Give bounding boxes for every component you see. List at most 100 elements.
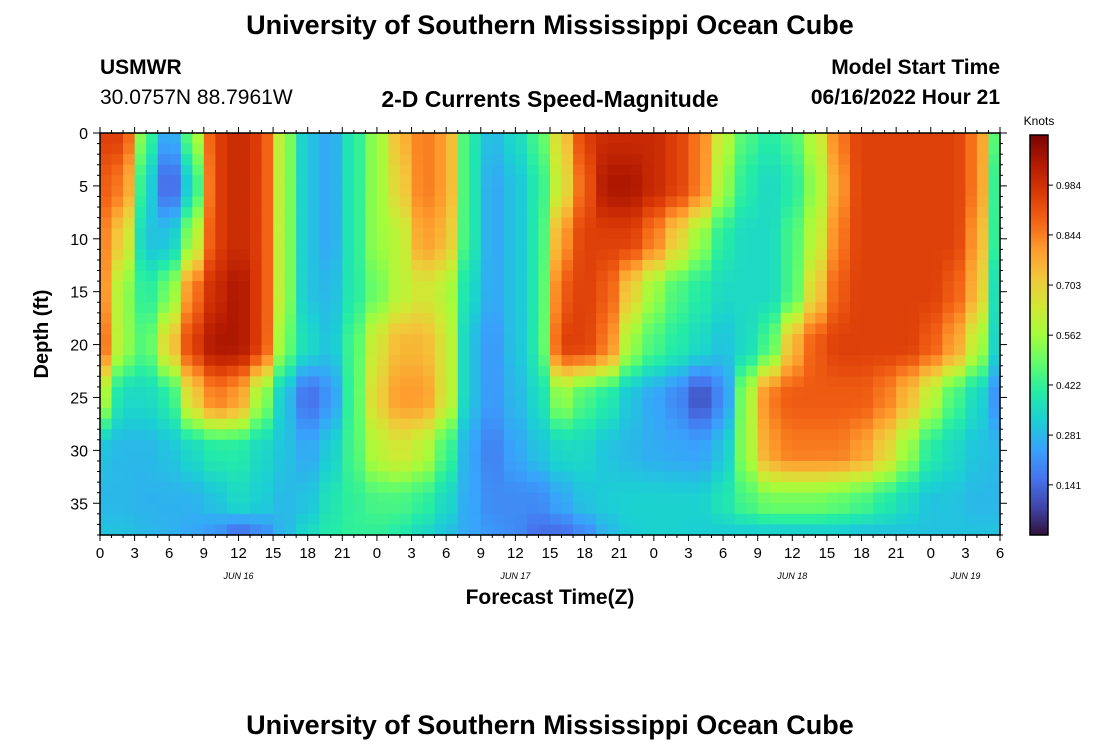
heatmap-cell [780, 238, 793, 250]
heatmap-cell [873, 513, 886, 526]
heatmap-cell [457, 291, 470, 303]
heatmap-cell [792, 249, 805, 261]
heatmap-cell [469, 450, 482, 462]
heatmap-cell [400, 323, 413, 335]
heatmap-cell [353, 228, 366, 240]
heatmap-cell [492, 281, 505, 293]
heatmap-cell [273, 154, 286, 166]
heatmap-cell [388, 217, 401, 229]
heatmap-cell [319, 365, 332, 377]
heatmap-cell [838, 355, 851, 367]
heatmap-cell [203, 386, 216, 399]
heatmap-cell [884, 154, 897, 166]
heatmap-cell [365, 376, 378, 388]
heatmap-cell [665, 270, 678, 282]
heatmap-cell [169, 323, 182, 335]
heatmap-cell [492, 323, 505, 335]
heatmap-cell [780, 386, 793, 399]
heatmap-cell [769, 154, 782, 166]
heatmap-cell [550, 154, 563, 166]
heatmap-cell [100, 302, 113, 314]
heatmap-cell [353, 133, 366, 145]
heatmap-cell [411, 376, 424, 388]
heatmap-cell [723, 471, 736, 483]
heatmap-cell [896, 482, 909, 494]
heatmap-cell [284, 175, 297, 187]
heatmap-cell [457, 418, 470, 430]
heatmap-cell [538, 249, 551, 261]
heatmap-cell [711, 460, 724, 473]
heatmap-cell [457, 355, 470, 367]
heatmap-cell [584, 259, 597, 272]
heatmap-cell [653, 228, 666, 240]
heatmap-cell [861, 429, 874, 441]
heatmap-cell [526, 418, 540, 430]
heatmap-cell [930, 259, 943, 272]
heatmap-cell [134, 249, 147, 261]
heatmap-cell [642, 418, 655, 430]
heatmap-cell [734, 355, 747, 367]
heatmap-cell [411, 450, 424, 462]
heatmap-cell [273, 302, 286, 314]
heatmap-cell [446, 482, 459, 494]
heatmap-cell [457, 429, 470, 441]
heatmap-cell [180, 408, 193, 420]
heatmap-cell [896, 143, 909, 155]
heatmap-cell [296, 513, 309, 526]
heatmap-cell [826, 513, 840, 526]
heatmap-cell [769, 259, 782, 272]
heatmap-cell [665, 217, 678, 229]
heatmap-cell [919, 143, 932, 155]
heatmap-cell [342, 185, 355, 198]
heatmap-cell [526, 323, 540, 335]
heatmap-cell [365, 408, 378, 420]
heatmap-cell [169, 143, 182, 155]
heatmap-cell [561, 482, 574, 494]
heatmap-cell [965, 471, 978, 483]
colorbar-tick-label: 0.422 [1056, 381, 1081, 392]
heatmap-cell [538, 196, 551, 208]
heatmap-cell [907, 164, 920, 176]
heatmap-cell [446, 524, 459, 536]
heatmap-cell [642, 513, 655, 526]
heatmap-cell [296, 376, 309, 388]
heatmap-cell [711, 154, 724, 166]
heatmap-cell [630, 164, 643, 176]
heatmap-cell [688, 439, 701, 451]
heatmap-cell [826, 217, 840, 229]
heatmap-cell [988, 429, 1001, 441]
x-tick-label: 21 [334, 545, 351, 562]
heatmap-cell [192, 312, 205, 325]
heatmap-cell [953, 207, 966, 219]
heatmap-cell [503, 228, 516, 240]
heatmap-cell [769, 429, 782, 441]
heatmap-cell [930, 291, 943, 303]
heatmap-cell [873, 386, 886, 399]
heatmap-cell [538, 513, 551, 526]
heatmap-cell [803, 513, 816, 526]
heatmap-cell [550, 450, 563, 462]
heatmap-cell [434, 323, 447, 335]
heatmap-cell [192, 133, 205, 145]
heatmap-cell [123, 238, 136, 250]
heatmap-cell [250, 143, 263, 155]
heatmap-cell [365, 228, 378, 240]
heatmap-cell [930, 524, 943, 536]
heatmap-cell [526, 355, 540, 367]
heatmap-cell [688, 196, 701, 208]
heatmap-cell [526, 249, 540, 261]
heatmap-cell [457, 397, 470, 409]
heatmap-cell [480, 513, 493, 526]
heatmap-cell [619, 154, 632, 166]
heatmap-cell [596, 217, 609, 229]
heatmap-cell [665, 376, 678, 388]
heatmap-cell [757, 249, 770, 261]
heatmap-cell [884, 365, 897, 377]
heatmap-cell [723, 524, 736, 536]
heatmap-cell [469, 228, 482, 240]
heatmap-cell [803, 228, 816, 240]
heatmap-cell [573, 228, 586, 240]
heatmap-cell [561, 355, 574, 367]
heatmap-cell [861, 259, 874, 272]
heatmap-cell [423, 281, 436, 293]
